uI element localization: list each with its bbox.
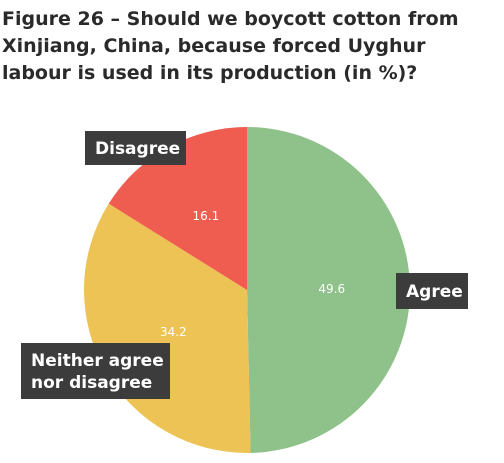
pie-slices: [84, 126, 410, 453]
slice-value-labels: 49.6 34.2 16.1: [160, 209, 345, 339]
callout-box: [396, 273, 468, 309]
slice-value-label: 34.2: [160, 325, 187, 339]
callout-agree: Agree: [396, 273, 468, 309]
callout-disagree: Disagree: [85, 131, 186, 165]
callout-label: Disagree: [95, 139, 180, 159]
slice-value-label: 16.1: [193, 209, 220, 223]
callout-label: Neither agree: [31, 351, 164, 371]
pie-slice-disagree: [108, 126, 248, 290]
callout-box: [21, 343, 170, 399]
callout-label: nor disagree: [31, 373, 152, 393]
callout-label: Agree: [406, 282, 463, 302]
pie-slice-agree: [247, 127, 410, 453]
callout-box: [85, 131, 186, 165]
chart-title: Figure 26 – Should we boycott cotton fro…: [2, 8, 459, 84]
slice-value-label: 49.6: [318, 282, 345, 296]
